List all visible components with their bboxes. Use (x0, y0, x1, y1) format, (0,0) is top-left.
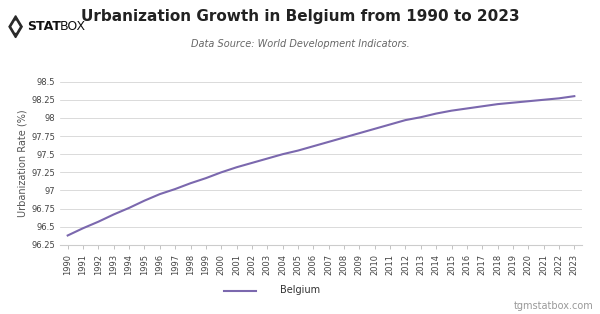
Text: Data Source: World Development Indicators.: Data Source: World Development Indicator… (191, 39, 409, 49)
Text: tgmstatbox.com: tgmstatbox.com (514, 301, 594, 311)
Text: STAT: STAT (27, 20, 61, 33)
Text: Belgium: Belgium (280, 285, 320, 295)
Text: BOX: BOX (60, 20, 86, 33)
Text: Urbanization Growth in Belgium from 1990 to 2023: Urbanization Growth in Belgium from 1990… (80, 9, 520, 24)
Y-axis label: Urbanization Rate (%): Urbanization Rate (%) (17, 110, 27, 217)
